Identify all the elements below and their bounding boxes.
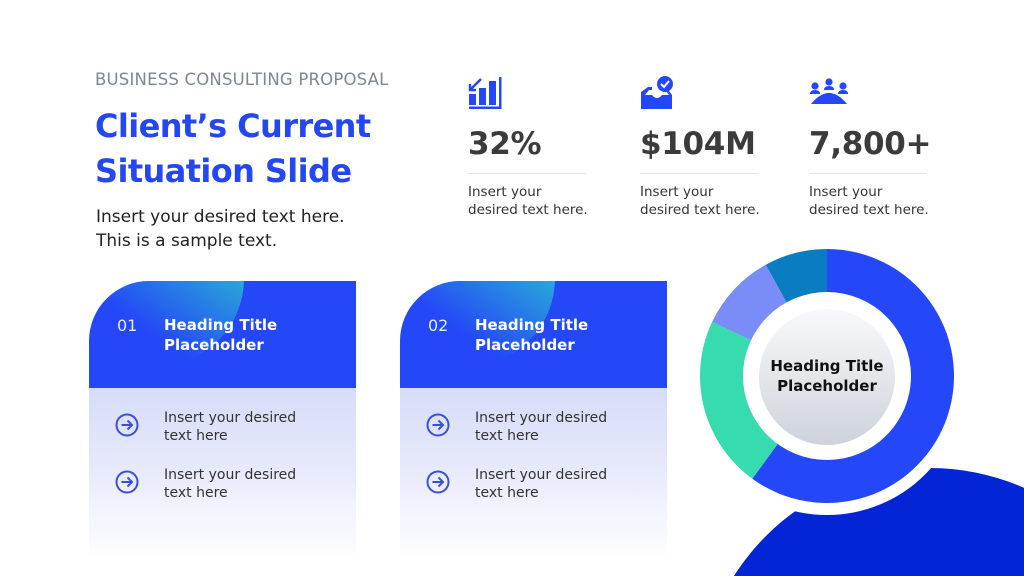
card-body: Insert your desired text here Insert you… <box>400 388 667 561</box>
list-item: Insert your desired text here <box>426 409 656 449</box>
dark-blue-blob <box>733 468 1024 576</box>
stat-desc: Insert your desired text here. <box>809 183 929 219</box>
meeting-group-icon <box>809 76 849 112</box>
card-title-line1: Heading Title <box>475 316 589 334</box>
list-item-line2: text here <box>475 428 539 444</box>
arrow-circle-right-icon <box>426 413 450 437</box>
list-item-text: Insert your desired text here <box>475 409 607 445</box>
stat-desc: Insert your desired text here. <box>640 183 760 219</box>
eyebrow-label: BUSINESS CONSULTING PROPOSAL <box>95 70 389 89</box>
list-item-line1: Insert your desired <box>164 467 297 483</box>
stat-people: 7,800+ Insert your desired text here. <box>809 76 932 219</box>
stat-desc-line1: Insert your <box>640 184 714 200</box>
card-02: 02 Heading Title Placeholder Insert your… <box>400 281 667 561</box>
stat-value: 7,800+ <box>809 126 932 162</box>
card-title-line1: Heading Title <box>164 316 278 334</box>
arrow-circle-right-icon <box>115 470 139 494</box>
stat-desc-line1: Insert your <box>468 184 542 200</box>
stat-value: $104M <box>640 126 756 162</box>
list-item-line1: Insert your desired <box>164 410 297 426</box>
card-header: 01 Heading Title Placeholder <box>89 281 356 388</box>
list-item-line2: text here <box>475 485 539 501</box>
arrow-circle-right-icon <box>426 470 450 494</box>
card-number: 02 <box>428 316 449 335</box>
card-title-line2: Placeholder <box>164 336 264 354</box>
stat-desc-line1: Insert your <box>809 184 883 200</box>
donut-center-label: Heading Title Placeholder <box>757 356 897 396</box>
card-body: Insert your desired text here Insert you… <box>89 388 356 561</box>
page-title: Client’s Current Situation Slide <box>95 107 371 190</box>
list-item-line2: text here <box>164 485 228 501</box>
list-item-line1: Insert your desired <box>475 467 608 483</box>
intro-line2: This is a sample text. <box>96 231 278 251</box>
stat-desc-line2: desired text here. <box>809 202 929 218</box>
list-item-line2: text here <box>164 428 228 444</box>
intro-text: Insert your desired text here. This is a… <box>96 205 345 253</box>
card-01: 01 Heading Title Placeholder Insert your… <box>89 281 356 561</box>
divider <box>640 173 758 174</box>
donut-center-disc <box>759 309 895 445</box>
list-item-text: Insert your desired text here <box>164 466 296 502</box>
stat-desc-line2: desired text here. <box>468 202 588 218</box>
list-item-text: Insert your desired text here <box>475 466 607 502</box>
stat-growth: 32% Insert your desired text here. <box>468 76 588 219</box>
list-item: Insert your desired text here <box>426 466 656 506</box>
stat-desc: Insert your desired text here. <box>468 183 588 219</box>
list-item: Insert your desired text here <box>115 409 345 449</box>
donut-center-line1: Heading Title <box>770 357 884 375</box>
card-title-line2: Placeholder <box>475 336 575 354</box>
stat-desc-line2: desired text here. <box>640 202 760 218</box>
arrow-circle-right-icon <box>115 413 139 437</box>
card-number: 01 <box>117 316 138 335</box>
bar-chart-icon <box>468 76 508 112</box>
divider <box>809 173 927 174</box>
list-item-line1: Insert your desired <box>475 410 608 426</box>
divider <box>468 173 586 174</box>
card-title: Heading Title Placeholder <box>164 315 277 355</box>
list-item: Insert your desired text here <box>115 466 345 506</box>
list-item-text: Insert your desired text here <box>164 409 296 445</box>
card-title: Heading Title Placeholder <box>475 315 588 355</box>
inbox-check-icon <box>640 76 680 112</box>
stat-revenue: $104M Insert your desired text here. <box>640 76 760 219</box>
stat-value: 32% <box>468 126 542 162</box>
donut-center-line2: Placeholder <box>777 377 877 395</box>
card-header: 02 Heading Title Placeholder <box>400 281 667 388</box>
intro-line1: Insert your desired text here. <box>96 207 345 227</box>
